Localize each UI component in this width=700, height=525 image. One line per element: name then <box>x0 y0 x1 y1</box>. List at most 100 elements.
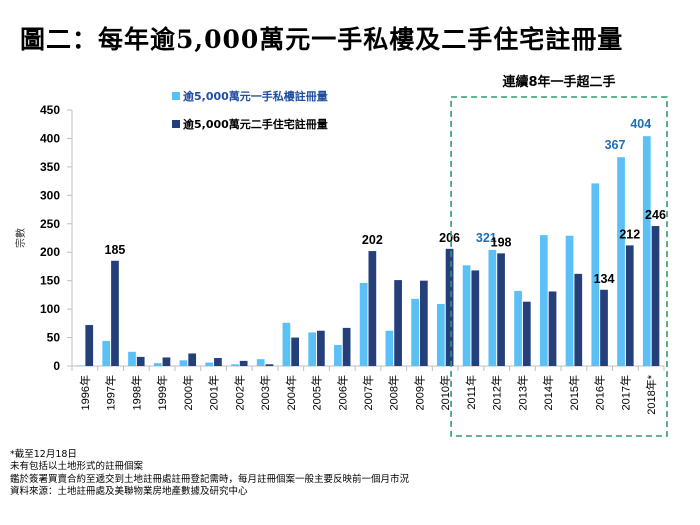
x-tick-label: 1998年 <box>129 375 143 410</box>
bar-first-hand <box>591 183 600 366</box>
y-tick-label: 450 <box>40 103 60 117</box>
x-tick-label: 1996年 <box>78 375 92 410</box>
bar-first-hand <box>539 235 548 366</box>
x-tick-label: 2005年 <box>310 375 324 410</box>
y-tick-label: 100 <box>40 302 60 316</box>
x-tick-label: 1997年 <box>104 375 118 410</box>
y-tick-label: 400 <box>40 131 60 145</box>
y-tick-label: 200 <box>40 245 60 259</box>
footnotes: *截至12月18日 未有包括以土地形式的註冊個案 鑑於簽署買賣合約至遞交到土地註… <box>10 449 409 498</box>
x-tick-label: 2004年 <box>284 375 298 410</box>
bar-second-hand <box>111 260 119 366</box>
bar-second-hand <box>419 280 428 366</box>
bar-first-hand <box>76 365 85 366</box>
data-label-second-hand: 206 <box>439 231 460 245</box>
legend-label: 逾5,000萬元二手住宅註冊量 <box>183 117 328 131</box>
bar-second-hand <box>317 330 325 366</box>
bar-second-hand <box>600 289 608 366</box>
bar-second-hand <box>651 226 660 366</box>
bar-first-hand <box>617 157 625 366</box>
x-tick-label: 1999年 <box>155 375 169 410</box>
highlight-box <box>450 96 668 437</box>
bar-second-hand <box>497 253 505 366</box>
footnote: *截至12月18日 <box>10 449 77 460</box>
data-label-second-hand: 212 <box>619 227 640 241</box>
bar-first-hand <box>256 359 265 366</box>
x-tick-label: 2000年 <box>181 375 195 410</box>
bar-first-hand <box>565 235 574 366</box>
x-tick-label: 2009年 <box>412 375 426 410</box>
bar-second-hand <box>85 325 94 366</box>
x-tick-label: 2014年 <box>541 375 555 410</box>
bar-second-hand <box>214 358 222 366</box>
x-tick-label: 2011年 <box>464 375 478 410</box>
footnote: 資料來源：土地註冊處及美聯物業房地產數據及研究中心 <box>10 485 248 497</box>
x-tick-label: 2018年* <box>644 374 658 414</box>
y-axis-label: 宗數 <box>14 228 27 248</box>
footnote: 未有包括以土地形式的註冊個案 <box>10 461 144 473</box>
bar-first-hand <box>385 330 394 366</box>
y-tick-label: 250 <box>40 217 60 231</box>
data-label-first-hand: 404 <box>630 117 651 131</box>
footnote: 鑑於簽署買賣合約至遞交到土地註冊處註冊登記需時，每月註冊個案一般主要反映前一個月… <box>10 473 410 485</box>
bar-chart: 0 50 100 150 200 250 300 350 400 450 宗數 1996年 1997年 1… <box>14 74 668 437</box>
bar-second-hand <box>342 327 351 366</box>
page-title: 圖二：每年逾5,000萬元一手私樓及二手住宅註冊量 <box>20 25 624 54</box>
x-tick-label: 2017年 <box>618 375 632 410</box>
y-tick-label: 350 <box>40 160 60 174</box>
bar-second-hand <box>548 291 557 366</box>
bar-first-hand <box>153 363 162 366</box>
x-tick-label: 2015年 <box>567 375 581 410</box>
legend-swatch <box>172 92 180 100</box>
y-tick-label: 0 <box>53 359 60 373</box>
bar-second-hand <box>445 248 454 366</box>
bar-second-hand <box>368 251 377 366</box>
y-tick-label: 50 <box>47 331 61 345</box>
x-tick-label: 2016年 <box>593 375 607 410</box>
data-label-second-hand: 185 <box>105 243 126 257</box>
data-label-second-hand: 246 <box>645 208 666 222</box>
bar-first-hand <box>231 364 239 366</box>
data-label-second-hand: 198 <box>491 235 512 249</box>
legend-label: 逾5,000萬元一手私樓註冊量 <box>183 89 328 103</box>
bar-second-hand <box>188 353 197 366</box>
bar-second-hand <box>522 301 531 366</box>
x-tick-label: 2001年 <box>207 375 221 410</box>
bar-second-hand <box>471 270 480 366</box>
bar-second-hand <box>625 245 634 366</box>
y-tick-label: 150 <box>40 274 60 288</box>
bar-second-hand <box>291 337 300 366</box>
bar-second-hand <box>265 364 274 366</box>
bar-second-hand <box>162 357 171 366</box>
bar-first-hand <box>642 136 651 366</box>
bar-first-hand <box>359 282 368 366</box>
annotation-label: 連續8年一手超二手 <box>503 74 616 90</box>
x-tick-label: 2012年 <box>490 375 504 410</box>
bar-first-hand <box>436 303 445 366</box>
bar-second-hand <box>136 356 145 366</box>
bar-first-hand <box>282 322 291 366</box>
x-tick-label: 2003年 <box>258 375 272 410</box>
bar-first-hand <box>514 290 522 366</box>
bar-first-hand <box>128 351 136 366</box>
bar-second-hand <box>239 360 248 366</box>
data-label-first-hand: 321 <box>476 231 497 245</box>
data-label-second-hand: 134 <box>594 272 615 286</box>
bar-first-hand <box>411 298 419 366</box>
bar-first-hand <box>308 332 317 366</box>
bar-first-hand <box>488 249 497 366</box>
legend-swatch <box>172 120 180 128</box>
bar-first-hand <box>179 360 188 366</box>
bar-first-hand <box>102 340 111 366</box>
bar-first-hand <box>334 344 342 366</box>
x-tick-label: 2007年 <box>361 375 375 410</box>
data-label-second-hand: 202 <box>362 233 383 247</box>
y-tick-label: 300 <box>40 188 60 202</box>
bar-first-hand <box>462 265 471 366</box>
x-tick-label: 2002年 <box>232 375 246 410</box>
bar-second-hand <box>574 273 583 366</box>
x-tick-label: 2013年 <box>515 375 529 410</box>
x-tick-label: 2008年 <box>387 375 401 410</box>
x-tick-label: 2006年 <box>335 375 349 410</box>
bar-first-hand <box>205 362 214 366</box>
